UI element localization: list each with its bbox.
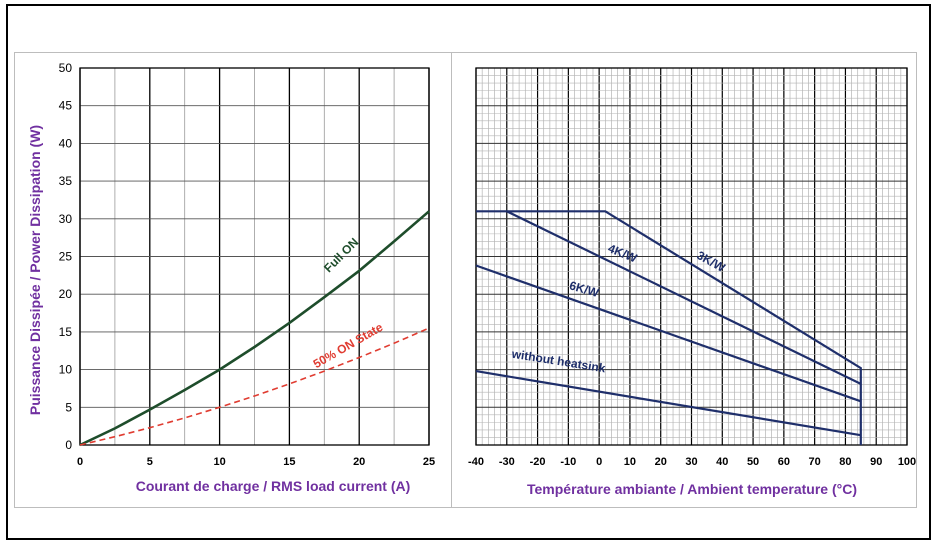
curve-4kw	[506, 210, 862, 385]
left-y-tick-label: 5	[65, 400, 72, 414]
left-y-tick-label: 0	[65, 438, 72, 452]
left-y-tick-label: 45	[59, 99, 73, 113]
right-chart-series	[475, 210, 862, 445]
right-x-tick-label: -40	[468, 456, 484, 468]
right-x-tick-label: -30	[499, 456, 515, 468]
left-x-tick-label: 25	[423, 456, 435, 468]
left-x-axis-label: Courant de charge / RMS load current (A)	[136, 478, 411, 494]
left-x-tick-label: 20	[353, 456, 365, 468]
label-without-heatsink: without heatsink	[510, 347, 607, 376]
right-x-tick-label: 50	[747, 456, 759, 468]
figure-frame	[6, 4, 931, 540]
full-on-label: Full ON	[321, 235, 361, 275]
charts-panel	[14, 52, 917, 508]
left-y-tick-label: 15	[59, 325, 73, 339]
right-x-tick-label: 90	[870, 456, 882, 468]
right-plot-border	[475, 67, 908, 446]
right-x-tick-label: 0	[596, 456, 602, 468]
right-x-tick-label: -10	[560, 456, 576, 468]
left-y-tick-label: 10	[59, 363, 73, 377]
half-on-curve	[79, 327, 430, 446]
right-x-tick-label: 60	[778, 456, 790, 468]
left-chart-ticks: 0 5 10 15 20 25 0 5 10 15 20 25 30 35 40 45 50	[59, 61, 435, 468]
panel-divider	[451, 52, 452, 508]
right-x-tick-label: -20	[530, 456, 546, 468]
right-chart-ticks: -40 -30 -20 -10 0 10 20 30 40 50 60 70 80 90 100	[468, 456, 916, 468]
left-y-tick-label: 35	[59, 174, 73, 188]
curve-3kw	[476, 210, 862, 445]
left-y-tick-label: 30	[59, 212, 73, 226]
label-6kw: 6K/W	[568, 278, 601, 300]
right-x-tick-label: 100	[898, 456, 916, 468]
right-x-tick-label: 30	[685, 456, 697, 468]
right-x-tick-label: 20	[655, 456, 667, 468]
full-on-curve	[79, 210, 430, 447]
curve-6kw	[475, 264, 862, 403]
left-x-tick-label: 15	[283, 456, 295, 468]
left-chart-grid	[79, 67, 430, 446]
right-x-axis-label: Température ambiante / Ambient temperatu…	[527, 481, 857, 497]
left-y-tick-label: 20	[59, 287, 73, 301]
left-y-tick-label: 40	[59, 136, 73, 150]
left-x-tick-label: 5	[147, 456, 153, 468]
right-x-tick-label: 80	[839, 456, 851, 468]
left-y-tick-label: 50	[59, 61, 73, 75]
right-x-tick-label: 10	[624, 456, 636, 468]
right-x-tick-label: 40	[716, 456, 728, 468]
right-chart-grid	[475, 67, 908, 446]
half-on-label: 50% ON State	[311, 320, 386, 371]
curve-without-heatsink	[475, 370, 861, 437]
left-plot-border	[79, 67, 430, 446]
label-3kw: 3K/W	[694, 248, 728, 275]
left-x-tick-label: 0	[77, 456, 83, 468]
right-x-tick-label: 70	[809, 456, 821, 468]
left-y-axis-label: Puissance Dissipée / Power Dissipation (…	[27, 125, 43, 415]
left-y-tick-label: 25	[59, 250, 73, 264]
left-x-tick-label: 10	[213, 456, 225, 468]
left-chart-series	[79, 210, 430, 447]
